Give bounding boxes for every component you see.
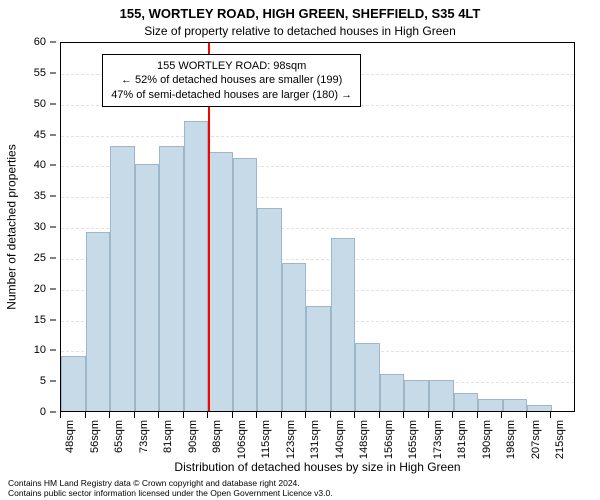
x-tick-label: 148sqm [358, 420, 370, 459]
x-tick-label: 156sqm [383, 420, 395, 459]
histogram-bar [478, 399, 503, 411]
y-tick-label: 0 [40, 406, 46, 418]
x-tick-label: 131sqm [309, 420, 321, 459]
chart-subtitle: Size of property relative to detached ho… [0, 24, 600, 38]
histogram-bar [233, 158, 258, 411]
annotation-line2: ← 52% of detached houses are smaller (19… [111, 73, 352, 87]
x-tick-label: 90sqm [187, 420, 199, 453]
y-tick-label: 50 [34, 98, 46, 110]
histogram-bar [135, 164, 160, 411]
y-tick-label: 20 [34, 283, 46, 295]
x-tick-label: 81sqm [162, 420, 174, 453]
x-tick-label: 140sqm [334, 420, 346, 459]
histogram-bar [110, 146, 135, 411]
y-tick-label: 45 [34, 129, 46, 141]
x-tick-label: 190sqm [481, 420, 493, 459]
y-tick-label: 35 [34, 190, 46, 202]
annotation-box: 155 WORTLEY ROAD: 98sqm ← 52% of detache… [102, 54, 361, 107]
histogram-bar [355, 343, 380, 411]
annotation-line3: 47% of semi-detached houses are larger (… [111, 88, 352, 102]
x-tick-label: 198sqm [505, 420, 517, 459]
histogram-bar [306, 306, 331, 411]
y-tick-label: 5 [40, 375, 46, 387]
x-tick-label: 173sqm [432, 420, 444, 459]
footer-attribution: Contains HM Land Registry data © Crown c… [8, 479, 592, 498]
y-axis-ticks: 051015202530354045505560 [0, 42, 56, 412]
histogram-bar [404, 380, 429, 411]
x-tick-label: 207sqm [530, 420, 542, 459]
x-tick-label: 56sqm [89, 420, 101, 453]
histogram-bar [86, 232, 111, 411]
y-tick-label: 40 [34, 159, 46, 171]
x-tick-label: 106sqm [236, 420, 248, 459]
histogram-bar [61, 356, 86, 412]
x-tick-label: 115sqm [260, 420, 272, 458]
x-tick-label: 73sqm [138, 420, 150, 453]
histogram-bar [184, 121, 209, 411]
histogram-bar [331, 238, 356, 411]
chart-title-address: 155, WORTLEY ROAD, HIGH GREEN, SHEFFIELD… [0, 6, 600, 21]
histogram-bar [429, 380, 454, 411]
histogram-bar [527, 405, 552, 411]
x-tick-label: 65sqm [113, 420, 125, 453]
x-tick-label: 215sqm [554, 420, 566, 459]
histogram-bar [380, 374, 405, 411]
histogram-bar [257, 208, 282, 412]
footer-line2: Contains public sector information licen… [8, 489, 592, 498]
histogram-bar [282, 263, 307, 411]
x-axis-label: Distribution of detached houses by size … [60, 460, 575, 474]
y-tick-label: 30 [34, 221, 46, 233]
x-tick-label: 165sqm [407, 420, 419, 459]
x-axis-ticks: 48sqm 56sqm 65sqm 73sqm 81sqm 90sqm 98sqm 106sq… [60, 412, 575, 462]
y-tick-label: 15 [34, 314, 46, 326]
histogram-bar [503, 399, 528, 411]
histogram-bar [454, 393, 479, 412]
x-tick-label: 98sqm [211, 420, 223, 453]
property-size-chart: 155, WORTLEY ROAD, HIGH GREEN, SHEFFIELD… [0, 0, 600, 500]
y-tick-label: 55 [34, 67, 46, 79]
y-tick-label: 10 [34, 344, 46, 356]
histogram-bar [208, 152, 233, 411]
annotation-line1: 155 WORTLEY ROAD: 98sqm [111, 59, 352, 73]
plot-area: 155 WORTLEY ROAD: 98sqm ← 52% of detache… [60, 42, 575, 412]
x-tick-label: 181sqm [456, 420, 468, 459]
y-tick-label: 60 [34, 36, 46, 48]
x-tick-label: 48sqm [64, 420, 76, 453]
x-tick-label: 123sqm [285, 420, 297, 459]
histogram-bar [159, 146, 184, 411]
y-tick-label: 25 [34, 252, 46, 264]
